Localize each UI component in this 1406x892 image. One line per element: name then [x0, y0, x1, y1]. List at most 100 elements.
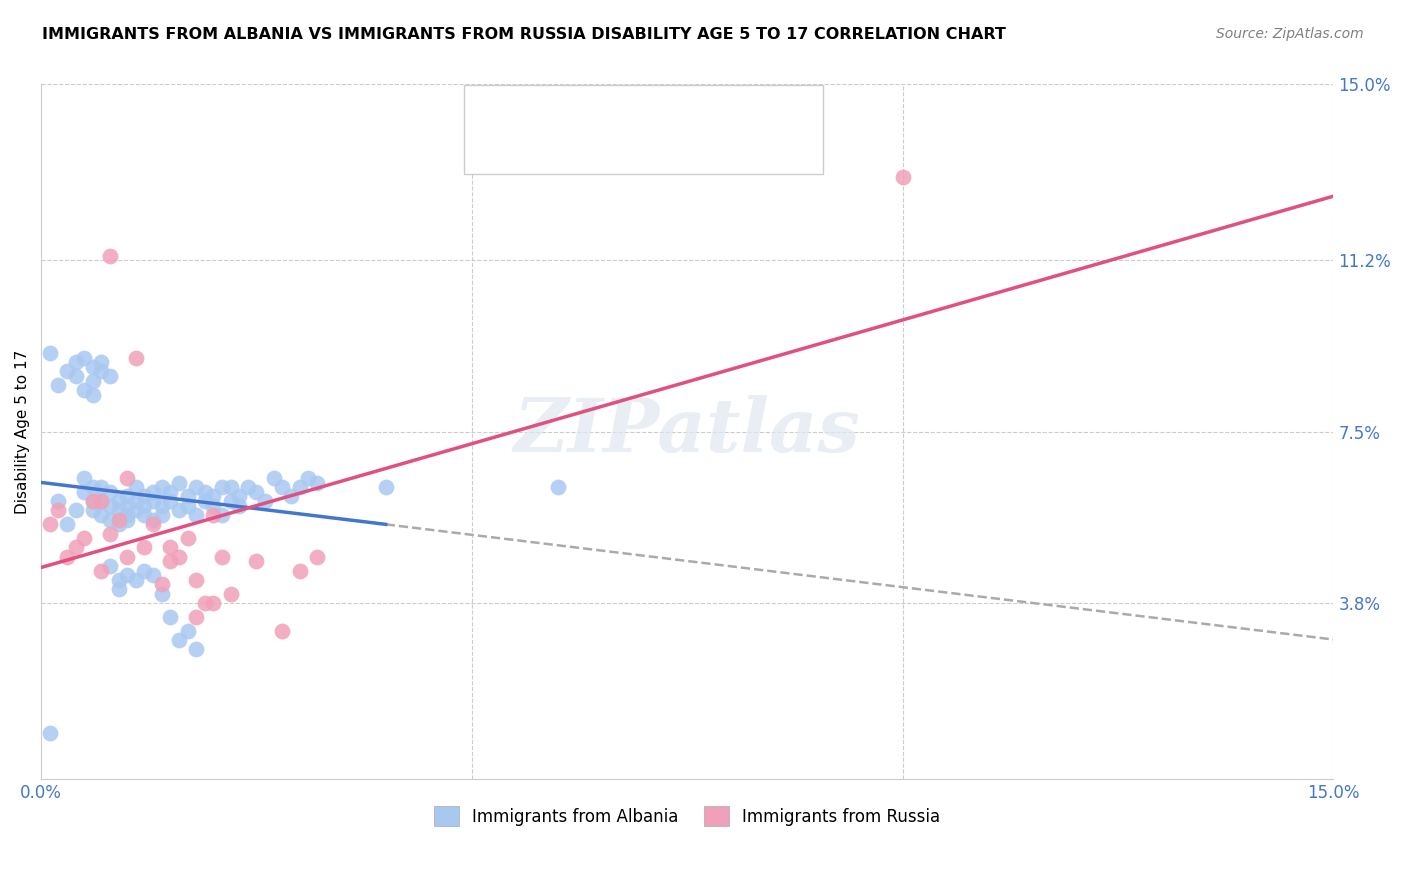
Point	[107, 517, 129, 532]
Text: ■: ■	[485, 138, 512, 166]
Point	[219, 480, 242, 494]
Point	[38, 346, 60, 360]
Point	[211, 480, 233, 494]
Point	[288, 564, 311, 578]
Point	[107, 582, 129, 596]
Point	[73, 351, 96, 365]
Point	[150, 508, 173, 522]
Point	[117, 549, 139, 564]
Point	[117, 471, 139, 485]
Point	[142, 484, 165, 499]
Point	[56, 517, 79, 532]
Point	[134, 541, 156, 555]
Point	[46, 494, 69, 508]
Point	[194, 494, 217, 508]
Point	[211, 549, 233, 564]
Point	[202, 596, 225, 610]
Point	[271, 624, 294, 638]
Point	[134, 490, 156, 504]
Point	[176, 531, 198, 545]
Point	[117, 490, 139, 504]
Point	[98, 558, 121, 573]
Point	[219, 587, 242, 601]
Point	[90, 364, 112, 378]
Text: 88: 88	[657, 107, 679, 125]
Point	[117, 499, 139, 513]
Point	[65, 355, 87, 369]
Point	[82, 374, 104, 388]
Point	[176, 490, 198, 504]
Point	[219, 494, 242, 508]
Point	[107, 494, 129, 508]
Point	[167, 503, 190, 517]
Point	[107, 503, 129, 517]
Point	[82, 359, 104, 374]
Text: ZIPatlas: ZIPatlas	[513, 395, 860, 468]
Point	[150, 480, 173, 494]
Point	[73, 471, 96, 485]
Point	[142, 494, 165, 508]
Text: 0.277: 0.277	[558, 141, 612, 159]
Point	[134, 564, 156, 578]
Point	[211, 508, 233, 522]
Point	[98, 499, 121, 513]
Point	[125, 480, 148, 494]
Point	[245, 554, 267, 568]
Point	[194, 484, 217, 499]
Y-axis label: Disability Age 5 to 17: Disability Age 5 to 17	[15, 350, 30, 514]
Point	[38, 517, 60, 532]
Point	[117, 508, 139, 522]
Point	[186, 642, 208, 657]
Point	[56, 549, 79, 564]
Point	[107, 573, 129, 587]
Point	[159, 610, 181, 624]
Point	[194, 596, 217, 610]
Point	[90, 480, 112, 494]
Text: R =: R =	[513, 107, 550, 125]
Point	[82, 480, 104, 494]
Text: Source: ZipAtlas.com: Source: ZipAtlas.com	[1216, 27, 1364, 41]
Point	[159, 494, 181, 508]
Point	[98, 526, 121, 541]
Point	[297, 471, 319, 485]
Point	[288, 480, 311, 494]
Point	[134, 508, 156, 522]
Point	[82, 494, 104, 508]
Point	[117, 568, 139, 582]
Point	[263, 471, 285, 485]
Point	[117, 513, 139, 527]
Point	[56, 364, 79, 378]
Point	[245, 484, 267, 499]
Point	[142, 513, 165, 527]
Point	[98, 369, 121, 384]
Legend: Immigrants from Albania, Immigrants from Russia: Immigrants from Albania, Immigrants from…	[427, 799, 948, 833]
Point	[125, 573, 148, 587]
Point	[186, 480, 208, 494]
Text: ■: ■	[485, 103, 512, 130]
Point	[186, 508, 208, 522]
Point	[90, 494, 112, 508]
Point	[46, 378, 69, 392]
Point	[150, 577, 173, 591]
Point	[280, 490, 302, 504]
Point	[159, 484, 181, 499]
Point	[159, 541, 181, 555]
Point	[125, 503, 148, 517]
Text: 0.060: 0.060	[558, 107, 610, 125]
Point	[167, 549, 190, 564]
Point	[38, 725, 60, 739]
Point	[305, 549, 328, 564]
Point	[891, 169, 914, 184]
Point	[125, 494, 148, 508]
Point	[228, 499, 250, 513]
Point	[142, 517, 165, 532]
Point	[150, 499, 173, 513]
Point	[65, 369, 87, 384]
Text: N =: N =	[616, 107, 652, 125]
Point	[167, 475, 190, 490]
Point	[65, 503, 87, 517]
Point	[90, 564, 112, 578]
Point	[150, 587, 173, 601]
Point	[547, 480, 569, 494]
Point	[176, 624, 198, 638]
